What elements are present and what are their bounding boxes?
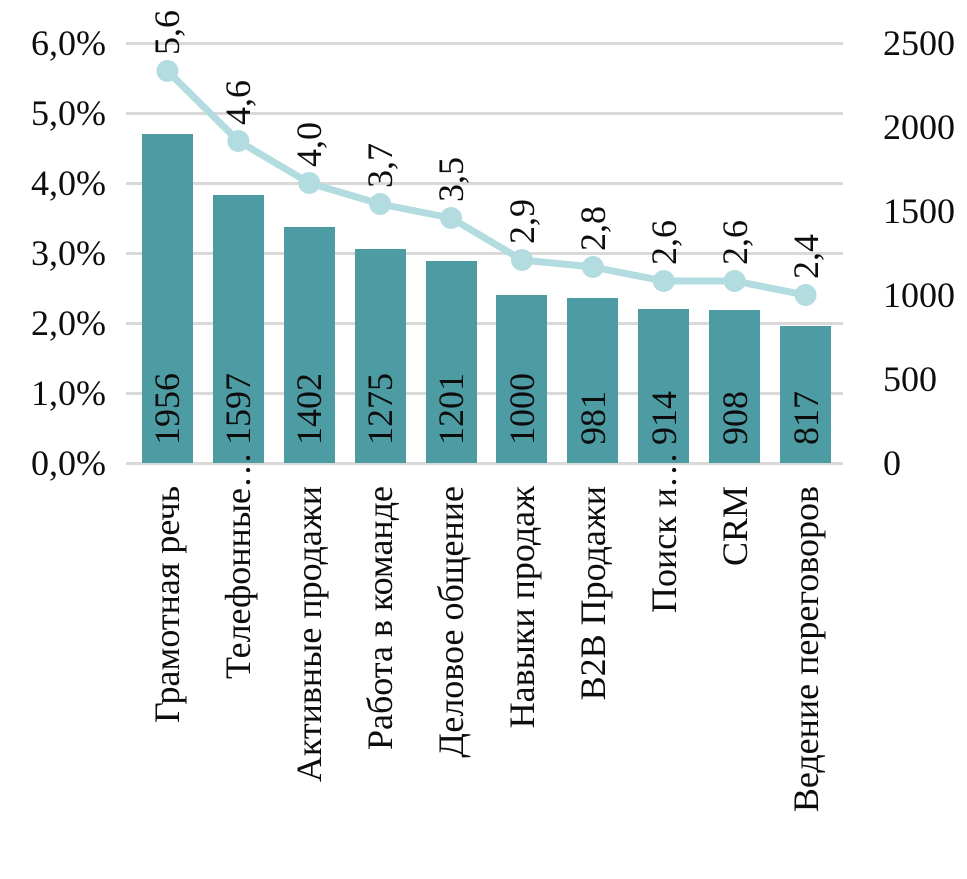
line-data-label: 4,0: [289, 122, 330, 167]
gridline: [126, 462, 843, 465]
bar: [709, 310, 761, 463]
left-axis-tick-label: 4,0%: [31, 163, 106, 203]
category-label: B2B Продажи: [572, 486, 613, 701]
line-data-label: 2,6: [714, 220, 755, 265]
left-axis-tick-label: 3,0%: [31, 233, 106, 273]
line-marker: [156, 60, 179, 82]
left-axis-tick-label: 1,0%: [31, 373, 106, 413]
bar-value-label: 908: [714, 391, 755, 445]
line-marker: [723, 270, 746, 292]
line-data-label: 2,8: [572, 206, 613, 251]
category-label: Активные продажи: [289, 486, 330, 783]
category-label: Деловое общение: [431, 486, 472, 758]
category-label: CRM: [714, 486, 755, 567]
bar: [496, 295, 548, 463]
line-data-label: 5,6: [147, 10, 188, 55]
gridline: [126, 182, 843, 185]
left-axis-tick-label: 0,0%: [31, 443, 106, 483]
bar: [638, 309, 690, 463]
right-axis-tick-label: 1000: [883, 275, 955, 315]
category-label: Поиск и…: [643, 452, 684, 613]
bar-value-label: 1402: [289, 373, 330, 445]
bar: [567, 298, 619, 463]
bar-value-label: 914: [643, 391, 684, 445]
line-marker: [440, 207, 463, 229]
right-axis-tick-label: 0: [883, 443, 901, 483]
bar-value-label: 1201: [431, 373, 472, 445]
line-data-label: 2,4: [785, 234, 826, 279]
gridline: [126, 322, 843, 325]
gridline: [126, 392, 843, 395]
category-label: Грамотная речь: [147, 486, 188, 723]
line-data-label: 2,6: [643, 220, 684, 265]
line-data-label: 3,7: [360, 143, 401, 188]
right-axis-tick-label: 2500: [883, 23, 955, 63]
line-marker: [581, 256, 604, 278]
line-data-label: 2,9: [501, 199, 542, 244]
left-axis-tick-label: 6,0%: [31, 23, 106, 63]
right-axis-tick-label: 1500: [883, 191, 955, 231]
gridline: [126, 42, 843, 45]
line-marker: [652, 270, 675, 292]
category-label: Работа в команде: [360, 486, 401, 751]
line-marker: [369, 193, 392, 215]
line-marker: [227, 130, 250, 152]
bar-value-label: 817: [785, 391, 826, 445]
right-axis-tick-label: 2000: [883, 107, 955, 147]
category-label: Навыки продаж: [501, 486, 542, 729]
bar-value-label: 1597: [218, 373, 259, 445]
line-data-label: 3,5: [431, 157, 472, 202]
right-axis-tick-label: 500: [883, 359, 937, 399]
bar-value-label: 1000: [501, 373, 542, 445]
category-label: Телефонные…: [218, 452, 259, 680]
left-axis-tick-label: 2,0%: [31, 303, 106, 343]
bar-value-label: 1956: [147, 373, 188, 445]
bar: [780, 325, 832, 463]
category-label: Ведение переговоров: [785, 486, 826, 813]
line-data-label: 4,6: [218, 80, 259, 125]
line-marker: [794, 284, 817, 306]
left-axis-tick-label: 5,0%: [31, 93, 106, 133]
bar-value-label: 981: [572, 391, 613, 445]
bar-value-label: 1275: [360, 373, 401, 445]
